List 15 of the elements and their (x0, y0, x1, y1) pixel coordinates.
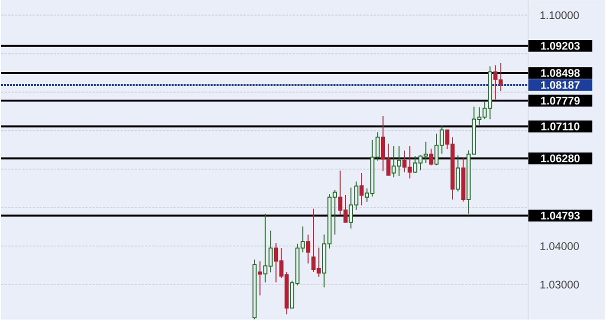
y-tick-label: 1.04000 (540, 242, 579, 250)
y-tick-label: 1.03000 (540, 280, 579, 289)
candlestick (306, 234, 310, 264)
ref-line-label: 1.07779 (541, 96, 580, 105)
ref-line-label: 1.09203 (541, 42, 580, 50)
ref-line-label: 1.06280 (541, 154, 580, 162)
ref-line-label: 1.07110 (541, 122, 580, 130)
candlestick (360, 172, 364, 206)
ref-line-label: 1.08498 (541, 69, 580, 77)
ref-line-label: 1.08187 (541, 81, 580, 89)
candlestick (258, 260, 262, 296)
ref-line-label: 1.04793 (541, 212, 580, 220)
candlestick (429, 148, 434, 166)
y-tick-label: 1.10000 (540, 11, 579, 20)
candlestick (456, 154, 460, 192)
